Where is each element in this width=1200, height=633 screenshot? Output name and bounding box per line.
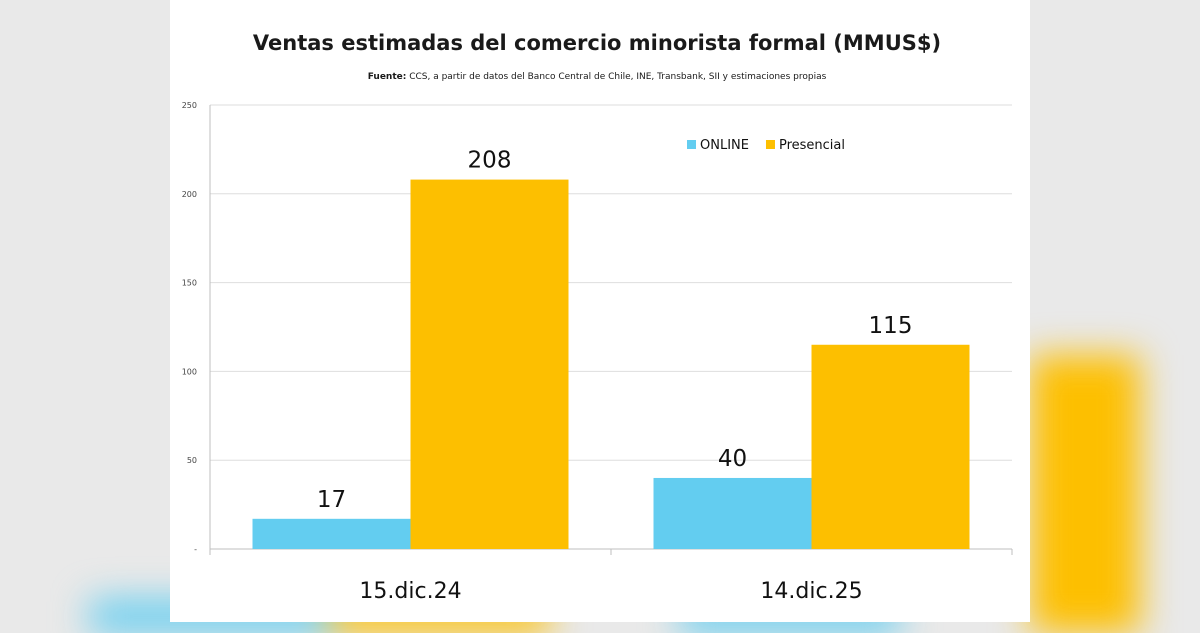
data-label: 115 (869, 313, 913, 339)
data-label: 40 (718, 446, 747, 472)
bar-presencial-1 (811, 344, 970, 549)
legend-label-online: ONLINE (700, 138, 749, 153)
bar-online-0 (252, 518, 411, 549)
bg-presencial-bar-blur-2 (1030, 355, 1140, 633)
legend-label-presencial: Presencial (779, 138, 845, 153)
y-tick-label: 50 (187, 456, 197, 465)
bar-online-1 (653, 477, 812, 549)
chart-subtitle-source-text: CCS, a partir de datos del Banco Central… (406, 72, 826, 82)
legend-swatch-online (687, 140, 696, 149)
y-tick-label: 200 (182, 190, 197, 199)
chart-card: Ventas estimadas del comercio minorista … (170, 0, 1030, 622)
x-category-label: 15.dic.24 (359, 579, 461, 604)
chart-svg: Ventas estimadas del comercio minorista … (182, 31, 1013, 604)
x-category-label: 14.dic.25 (760, 579, 862, 604)
bar-presencial-0 (410, 179, 569, 550)
y-tick-label: 100 (182, 367, 197, 376)
y-tick-label: 150 (182, 279, 197, 288)
data-label: 208 (468, 148, 512, 174)
chart-subtitle-source-label: Fuente: (368, 72, 407, 82)
chart-title: Ventas estimadas del comercio minorista … (253, 31, 941, 55)
data-label: 17 (317, 487, 346, 513)
y-tick-label: - (194, 545, 197, 554)
legend-swatch-presencial (765, 140, 775, 149)
chart-subtitle: Fuente: CCS, a partir de datos del Banco… (368, 72, 827, 82)
y-tick-label: 250 (182, 101, 197, 110)
